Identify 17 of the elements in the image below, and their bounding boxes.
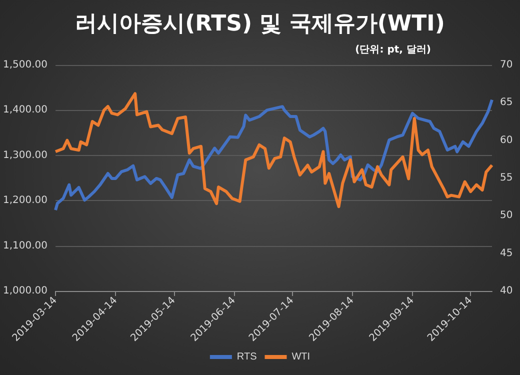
- y-tick-label: 1,000.00: [3, 286, 48, 296]
- y-tick-label: 1,100.00: [3, 240, 48, 252]
- chart-title: 러시아증시(RTS) 및 국제유가(WTI): [75, 12, 445, 36]
- chart-subtitle: (단위: pt, 달러): [355, 44, 432, 56]
- y-tick-label: 1,200.00: [3, 195, 48, 206]
- legend-label: WTI: [292, 352, 310, 362]
- y2-tick-label: 50: [500, 210, 513, 222]
- y2-tick-label: 70: [500, 60, 513, 70]
- y2-tick-label: 65: [500, 97, 513, 108]
- y2-tick-label: 60: [500, 134, 513, 146]
- y-tick-label: 1,500.00: [3, 60, 48, 70]
- y2-tick-label: 45: [500, 248, 513, 259]
- y2-tick-label: 40: [500, 286, 513, 296]
- y-tick-label: 1,300.00: [3, 150, 48, 161]
- legend-label: RTS: [236, 352, 258, 362]
- y-tick-label: 1,400.00: [3, 104, 48, 116]
- y2-tick-label: 55: [500, 172, 513, 184]
